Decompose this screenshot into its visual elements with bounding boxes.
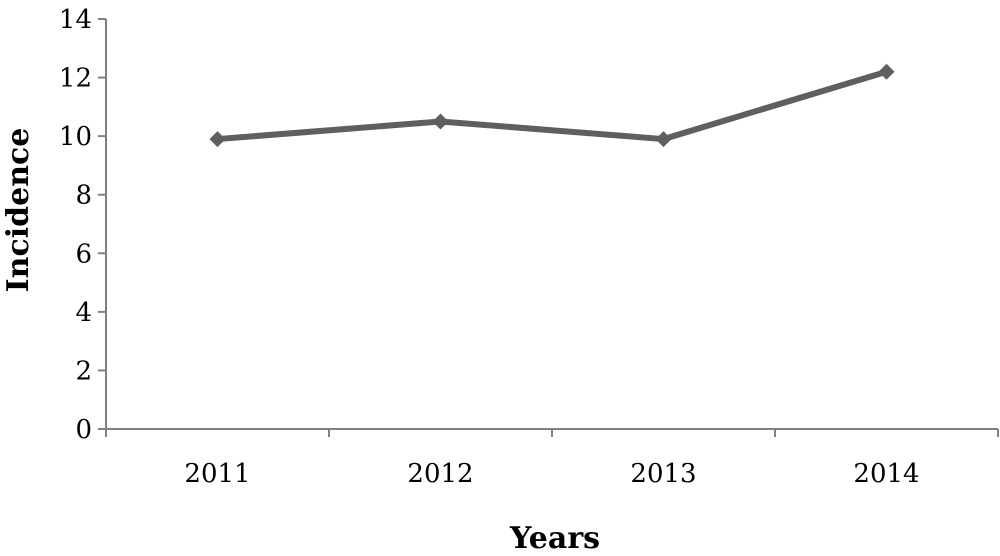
x-tick-label: 2012 xyxy=(407,459,473,489)
data-point-marker xyxy=(655,131,672,148)
x-tick-label: 2013 xyxy=(630,459,696,489)
x-axis: 2011 2012 2013 2014 xyxy=(105,428,999,489)
y-tick-label: 10 xyxy=(59,122,92,152)
data-point-marker xyxy=(209,131,226,148)
data-point-marker xyxy=(432,113,449,130)
series xyxy=(209,63,895,148)
series-line xyxy=(214,68,890,143)
y-tick-label: 12 xyxy=(59,64,92,94)
y-tick-label: 14 xyxy=(59,5,92,35)
data-point-marker xyxy=(878,63,895,80)
y-axis-title: Incidence xyxy=(1,128,36,293)
x-tick-label: 2011 xyxy=(184,459,250,489)
y-tick-label: 0 xyxy=(75,415,92,445)
x-axis-title: Years xyxy=(509,521,600,556)
y-axis: 0 2 4 6 8 10 12 14 xyxy=(59,5,107,445)
y-tick-label: 4 xyxy=(75,298,92,328)
y-tick-label: 2 xyxy=(75,356,92,386)
y-tick-label: 6 xyxy=(75,239,92,269)
y-tick-label: 8 xyxy=(75,181,92,211)
x-tick-label: 2014 xyxy=(853,459,919,489)
